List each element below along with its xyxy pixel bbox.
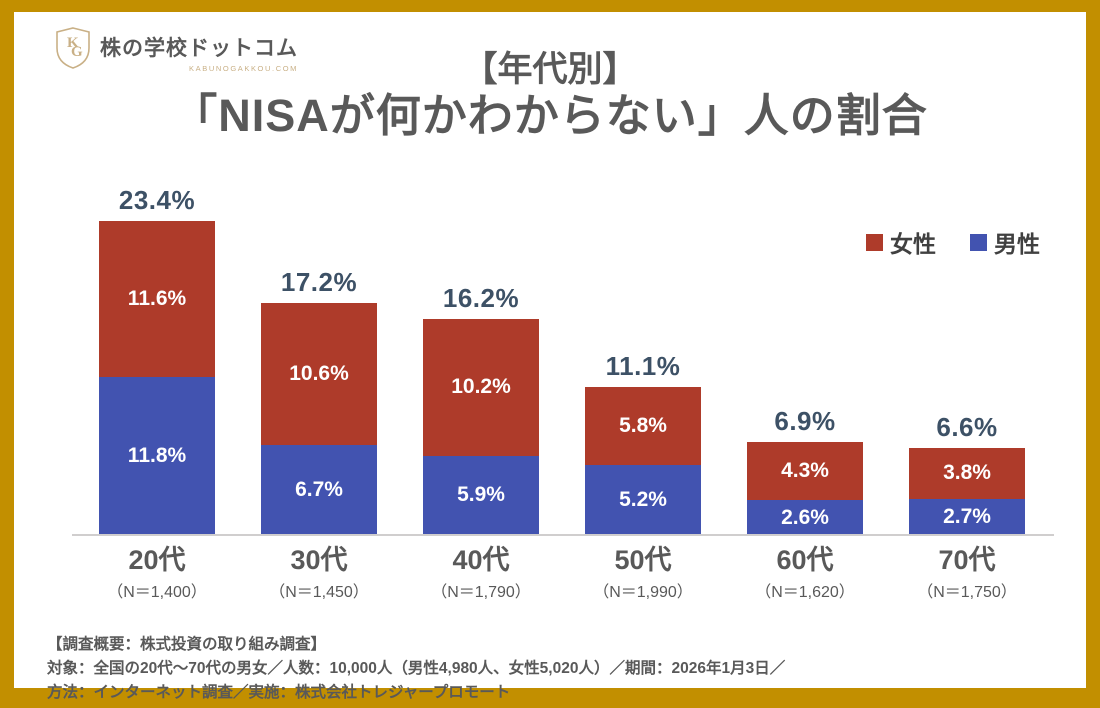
bar-group-40代: 16.2% 10.2% 5.9% bbox=[400, 190, 562, 535]
bar-stack: 5.8% 5.2% bbox=[585, 387, 701, 535]
legend-item-男性: 男性 bbox=[970, 225, 1040, 259]
bar-segment-女性: 11.6% bbox=[99, 220, 215, 377]
bar-segment-value: 6.7% bbox=[295, 478, 343, 502]
shield-kg-icon: K G bbox=[56, 27, 90, 69]
bar-segment-value: 2.7% bbox=[943, 504, 991, 528]
legend-item-女性: 女性 bbox=[866, 225, 936, 259]
page-title: 【年代別】 「NISAが何かわからない」人の割合 bbox=[14, 50, 1086, 142]
category-label: 70代 bbox=[938, 545, 996, 575]
legend-swatch-icon bbox=[866, 233, 883, 251]
bar-total-label: 17.2% bbox=[280, 266, 358, 297]
category-group-70代: 70代 （N＝1,750） bbox=[886, 544, 1048, 602]
bar-segment-value: 4.3% bbox=[781, 459, 829, 483]
bar-segment-女性: 4.3% bbox=[747, 442, 863, 501]
category-n-label: （N＝1,990） bbox=[593, 584, 693, 602]
bar-total-label: 16.2% bbox=[442, 282, 520, 313]
svg-text:G: G bbox=[71, 44, 83, 60]
category-label: 40代 bbox=[452, 545, 510, 575]
bar-segment-value: 3.8% bbox=[943, 461, 991, 485]
bar-segment-女性: 5.8% bbox=[585, 387, 701, 466]
category-group-50代: 50代 （N＝1,990） bbox=[562, 544, 724, 602]
title-line-1: 【年代別】 bbox=[462, 50, 638, 89]
bar-segment-女性: 10.6% bbox=[261, 302, 377, 446]
bar-segment-男性: 11.8% bbox=[99, 376, 215, 535]
bar-segment-男性: 5.2% bbox=[585, 465, 701, 535]
brand-name: 株の学校ドットコム bbox=[100, 37, 298, 60]
bar-stack: 10.2% 5.9% bbox=[423, 318, 539, 535]
bar-segment-男性: 5.9% bbox=[423, 455, 539, 535]
bar-segment-value: 5.9% bbox=[457, 483, 505, 507]
bar-group-50代: 11.1% 5.8% 5.2% bbox=[562, 190, 724, 535]
category-label: 60代 bbox=[776, 545, 834, 575]
bar-total-label: 23.4% bbox=[118, 184, 196, 215]
x-axis-line bbox=[72, 534, 1054, 536]
survey-summary-line-3: 方法：インターネット調査／実施：株式会社トレジャープロモート bbox=[47, 684, 511, 702]
bar-stack: 10.6% 6.7% bbox=[261, 302, 377, 535]
category-axis-labels: 20代 （N＝1,400） 30代 （N＝1,450） 40代 （N＝1,790） 50代 （… bbox=[76, 544, 1048, 602]
chart-legend: 女性 男性 bbox=[866, 225, 1040, 259]
bar-segment-value: 2.6% bbox=[781, 505, 829, 529]
legend-label: 男性 bbox=[994, 231, 1040, 257]
bar-total-label: 6.6% bbox=[936, 411, 998, 442]
svg-text:K: K bbox=[67, 35, 79, 51]
bar-segment-男性: 2.7% bbox=[909, 498, 1025, 535]
category-n-label: （N＝1,750） bbox=[917, 584, 1017, 602]
bar-segment-value: 11.8% bbox=[127, 443, 187, 467]
category-label: 30代 bbox=[290, 545, 348, 575]
category-group-40代: 40代 （N＝1,790） bbox=[400, 544, 562, 602]
bar-segment-value: 5.2% bbox=[619, 488, 667, 512]
category-label: 50代 bbox=[614, 545, 672, 575]
bar-segment-男性: 2.6% bbox=[747, 500, 863, 535]
bar-segment-男性: 6.7% bbox=[261, 445, 377, 535]
category-n-label: （N＝1,790） bbox=[431, 584, 531, 602]
category-n-label: （N＝1,620） bbox=[755, 584, 855, 602]
legend-label: 女性 bbox=[890, 231, 936, 257]
bar-group-20代: 23.4% 11.6% 11.8% bbox=[76, 185, 238, 535]
category-group-20代: 20代 （N＝1,400） bbox=[76, 544, 238, 602]
bar-group-70代: 6.6% 3.8% 2.7% bbox=[886, 190, 1048, 535]
category-n-label: （N＝1,450） bbox=[269, 584, 369, 602]
brand-logo: K G 株の学校ドットコム KABUNOGAKKOU.COM bbox=[54, 26, 298, 73]
bar-segment-value: 5.8% bbox=[619, 414, 667, 438]
category-label: 20代 bbox=[128, 545, 186, 575]
brand-domain: KABUNOGAKKOU.COM bbox=[189, 64, 298, 73]
survey-summary: 【調査概要：株式投資の取り組み調査】 対象：全国の20代～70代の男女／人数：1… bbox=[47, 633, 1056, 705]
bar-stack: 4.3% 2.6% bbox=[747, 442, 863, 535]
bar-stack: 11.6% 11.8% bbox=[99, 220, 215, 535]
bar-total-label: 6.9% bbox=[774, 406, 836, 437]
bar-segment-value: 11.6% bbox=[127, 286, 187, 310]
category-group-60代: 60代 （N＝1,620） bbox=[724, 544, 886, 602]
bar-total-label: 11.1% bbox=[605, 351, 681, 382]
survey-summary-line-1: 【調査概要：株式投資の取り組み調査】 bbox=[47, 636, 327, 653]
category-n-label: （N＝1,400） bbox=[107, 584, 207, 602]
bar-segment-女性: 3.8% bbox=[909, 447, 1025, 499]
title-line-2: 「NISAが何かわからない」人の割合 bbox=[172, 90, 928, 142]
bar-segment-value: 10.2% bbox=[451, 375, 511, 399]
bar-segment-女性: 10.2% bbox=[423, 318, 539, 456]
bars-row: 23.4% 11.6% 11.8% 17.2% 10.6% 6.7% 16.2% 10.2% 5… bbox=[76, 185, 1048, 535]
bar-group-60代: 6.9% 4.3% 2.6% bbox=[724, 190, 886, 535]
bar-stack: 3.8% 2.7% bbox=[909, 447, 1025, 535]
survey-summary-line-2: 対象：全国の20代～70代の男女／人数：10,000人（男性4,980人、女性5… bbox=[47, 660, 786, 678]
category-group-30代: 30代 （N＝1,450） bbox=[238, 544, 400, 602]
chart-plot-area: 23.4% 11.6% 11.8% 17.2% 10.6% 6.7% 16.2% 10.2% 5… bbox=[72, 185, 1054, 536]
bar-group-30代: 17.2% 10.6% 6.7% bbox=[238, 190, 400, 535]
legend-swatch-icon bbox=[970, 233, 987, 251]
bar-segment-value: 10.6% bbox=[289, 361, 349, 385]
